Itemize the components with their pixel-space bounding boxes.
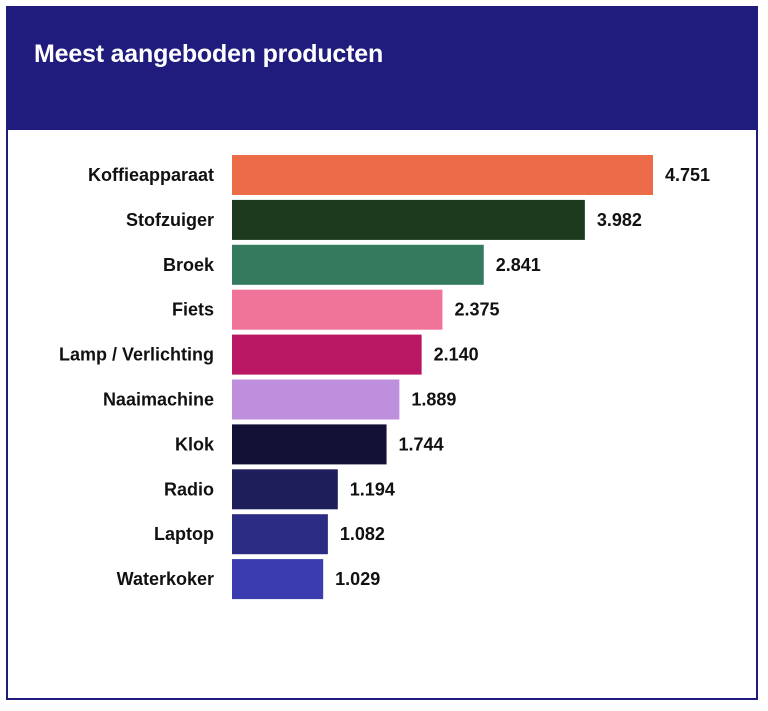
bar-naaimachine (232, 379, 400, 420)
bar-laptop (232, 514, 328, 555)
category-label: Fiets (172, 300, 214, 320)
bar-lamp-verlichting (232, 334, 422, 375)
value-label: 2.140 (434, 345, 479, 365)
category-label: Stofzuiger (126, 210, 214, 230)
category-label: Waterkoker (117, 569, 214, 589)
bar-stofzuiger (232, 199, 585, 240)
category-label: Klok (175, 434, 215, 454)
value-label: 2.841 (496, 255, 541, 275)
chart-title: Meest aangeboden producten (34, 40, 384, 68)
value-label: 1.029 (335, 569, 380, 589)
value-label: 1.889 (411, 390, 456, 410)
value-label: 4.751 (665, 165, 710, 185)
bar-klok (232, 424, 387, 465)
value-label: 1.744 (399, 434, 444, 454)
bar-fiets (232, 289, 443, 330)
value-label: 3.982 (597, 210, 642, 230)
category-label: Koffieapparaat (88, 165, 214, 185)
bar-waterkoker (232, 559, 324, 600)
value-label: 2.375 (454, 300, 499, 320)
bar-broek (232, 244, 484, 285)
bar-koffieapparaat (232, 155, 653, 195)
value-label: 1.194 (350, 479, 395, 499)
category-label: Radio (164, 479, 214, 499)
category-label: Lamp / Verlichting (59, 345, 214, 365)
value-label: 1.082 (340, 524, 385, 544)
chart-header: Meest aangeboden producten (8, 8, 756, 130)
category-label: Laptop (154, 524, 214, 544)
bar-radio (232, 469, 338, 510)
bar-series: Koffieapparaat 4.751 Stofzuiger 3.982 Broek 2… (59, 155, 710, 600)
category-label: Broek (163, 255, 215, 275)
category-label: Naaimachine (103, 390, 214, 410)
chart-card: Meest aangeboden producten (6, 6, 758, 700)
